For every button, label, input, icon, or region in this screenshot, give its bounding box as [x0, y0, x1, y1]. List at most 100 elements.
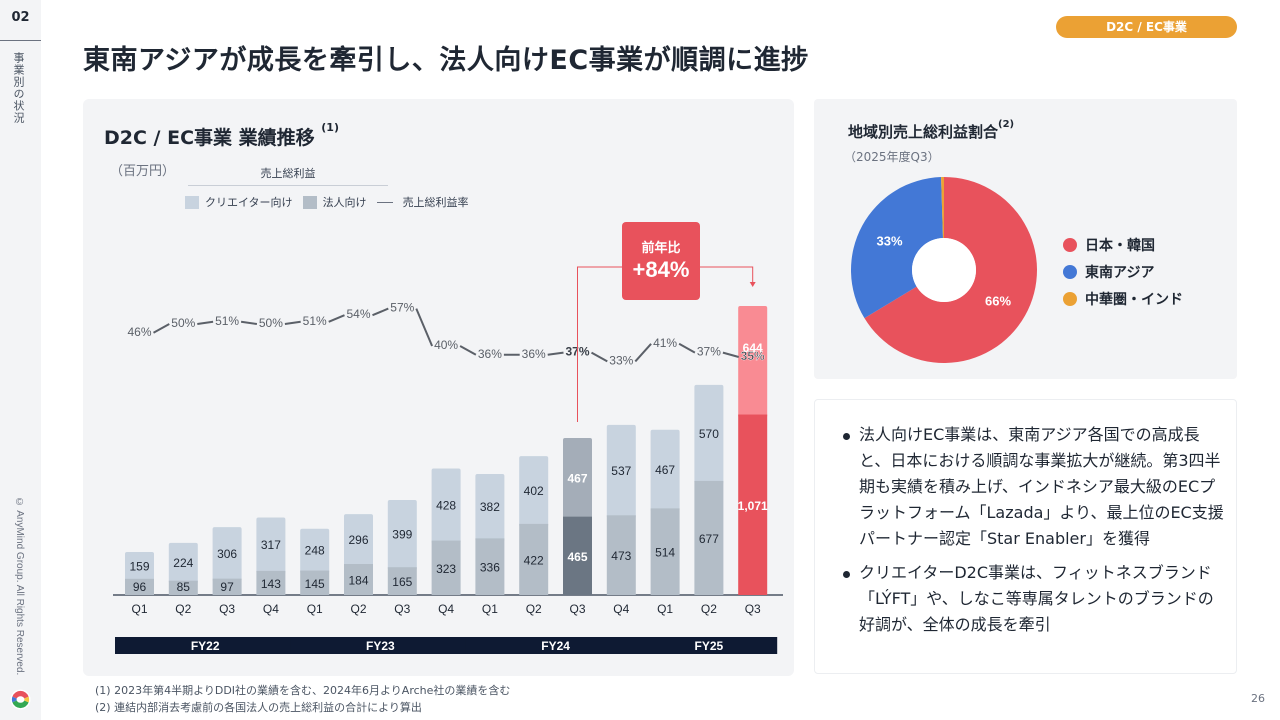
bar-label-creator: 317 [261, 538, 281, 552]
bar-creator [738, 306, 768, 418]
bar-corporate [125, 578, 154, 595]
margin-label: 37% [697, 345, 721, 359]
company-logo-icon [10, 689, 31, 710]
fiscal-year-band [290, 637, 471, 654]
chart-legend: クリエイター向け 法人向け 売上総利益率 [185, 194, 479, 210]
bar-label-creator: 399 [392, 528, 412, 542]
x-tick-label: Q4 [438, 602, 454, 616]
yoy-callout-label: 前年比 [641, 240, 680, 256]
bar-label-corporate: 96 [133, 580, 147, 594]
bar-label-corporate: 677 [699, 532, 719, 546]
bar-label-corporate: 465 [567, 550, 587, 564]
bar-corporate [256, 570, 286, 595]
legend-group-label: 売上総利益 [260, 167, 316, 180]
bar-label-creator: 306 [217, 547, 237, 561]
bar-creator [650, 429, 680, 512]
bar-label-creator: 382 [480, 500, 500, 514]
fiscal-year-band [640, 637, 778, 654]
yoy-arrow-head-icon [749, 282, 756, 287]
margin-label: 35% [741, 349, 765, 363]
section-number: 02 [11, 10, 30, 25]
bar-creator [475, 474, 505, 542]
x-tick-label: Q2 [526, 602, 542, 616]
legend-swatch-corporate [302, 195, 317, 209]
bar-corporate [212, 578, 242, 595]
donut-slice [941, 177, 944, 239]
pie-legend-item-japan-korea: 日本・韓国 [1063, 231, 1183, 258]
highlight-item: 法人向けEC事業は、東南アジア各国での高成長と、日本における順調な事業拡大が継続… [841, 422, 1226, 552]
margin-label: 57% [390, 301, 414, 315]
chart-title-text: D2C / EC事業 業績推移 [104, 127, 315, 149]
margin-line-segment [722, 351, 739, 358]
copyright-text: © AnyMind Group. All Rights Reserved. [14, 497, 25, 676]
bar-label-creator: 248 [305, 544, 325, 558]
pie-legend-label: 中華圏・インド [1085, 291, 1183, 308]
pie-title-footnote-ref: (2) [998, 119, 1015, 130]
x-tick-label: Q3 [569, 602, 585, 616]
pie-legend-label: 東南アジア [1085, 264, 1155, 281]
pie-legend-dot [1063, 237, 1077, 252]
pie-legend-dot [1063, 291, 1077, 306]
donut-chart: 66% 33% [851, 177, 1037, 363]
chart-title: D2C / EC事業 業績推移 (1) [104, 121, 339, 150]
chart-title-footnote-ref: (1) [321, 121, 339, 134]
pie-legend-label: 日本・韓国 [1085, 237, 1155, 254]
bar-corporate [519, 523, 549, 595]
legend-label-corporate: 法人向け [322, 196, 367, 209]
bar-creator [387, 499, 417, 571]
margin-line-segment [284, 320, 301, 325]
margin-line-segment [415, 308, 434, 347]
footnote-1: (1) 2023年第4半期よりDDI社の業績を含む、2024年6月よりArche… [95, 684, 511, 697]
highlights-list: 法人向けEC事業は、東南アジア各国での高成長と、日本における順調な事業拡大が継続… [841, 422, 1226, 646]
legend-item-margin: 売上総利益率 [376, 194, 469, 210]
x-tick-label: Q1 [657, 602, 673, 616]
bar-label-creator: 467 [655, 463, 675, 477]
x-tick-label: Q3 [745, 602, 761, 616]
bar-label-corporate: 85 [177, 580, 191, 594]
bar-label-corporate: 143 [261, 577, 281, 591]
margin-label: 40% [434, 338, 458, 352]
margin-line-segment [678, 342, 696, 354]
fiscal-year-band [465, 637, 646, 654]
bar-label-creator: 159 [129, 559, 149, 573]
bar-corporate [168, 580, 198, 595]
bar-label-corporate: 473 [611, 549, 631, 563]
section-divider [0, 40, 41, 41]
bar-creator [431, 468, 461, 544]
section-label: 事業別の状況 [12, 52, 25, 124]
bar-label-creator: 402 [524, 484, 544, 498]
donut-data-label: 33% [876, 233, 902, 248]
bar-corporate [650, 508, 680, 595]
bar-creator [168, 542, 198, 584]
x-tick-label: Q4 [263, 602, 279, 616]
pie-legend: 日本・韓国 東南アジア 中華圏・インド [1063, 231, 1183, 312]
margin-label: 46% [127, 325, 151, 339]
page-number: 26 [1251, 692, 1265, 705]
bar-label-creator: 296 [348, 533, 368, 547]
page-title: 東南アジアが成長を牽引し、法人向けEC事業が順調に進捗 [83, 45, 809, 76]
stacked-bar-chart: 96 159 Q1 85 224 Q2 97 306 Q3 143 317 Q4 145 248 Q1 184… [113, 222, 783, 654]
legend-swatch-creator [185, 195, 199, 209]
margin-label: 50% [171, 316, 195, 330]
x-tick-label: Q2 [175, 602, 191, 616]
bar-creator [300, 528, 330, 574]
margin-label: 51% [303, 314, 327, 328]
bar-creator [125, 552, 154, 582]
margin-label: 54% [346, 307, 370, 321]
margin-line-segment [153, 323, 170, 334]
legend-label-creator: クリエイター向け [205, 196, 293, 209]
margin-line-segment [591, 351, 608, 363]
margin-line-segment [328, 314, 345, 323]
bar-corporate [300, 570, 330, 595]
pie-legend-item-southeast-asia: 東南アジア [1063, 258, 1183, 285]
donut-slice [851, 177, 943, 319]
margin-line-segment [459, 345, 477, 356]
x-tick-label: Q2 [701, 602, 717, 616]
legend-item-corporate: 法人向け [302, 194, 367, 210]
footnote-2: (2) 連結内部消去考慮前の各国法人の売上総利益の合計により算出 [95, 701, 422, 714]
pie-subtitle: （2025年度Q3） [844, 150, 940, 164]
bar-corporate [738, 414, 768, 595]
margin-line-segment [197, 320, 214, 325]
donut-slice [864, 177, 1037, 363]
bar-label-corporate: 97 [220, 580, 234, 594]
